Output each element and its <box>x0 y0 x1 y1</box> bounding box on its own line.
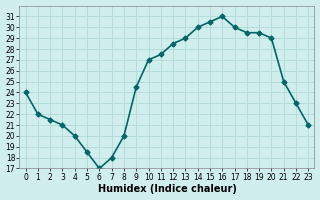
X-axis label: Humidex (Indice chaleur): Humidex (Indice chaleur) <box>98 184 236 194</box>
